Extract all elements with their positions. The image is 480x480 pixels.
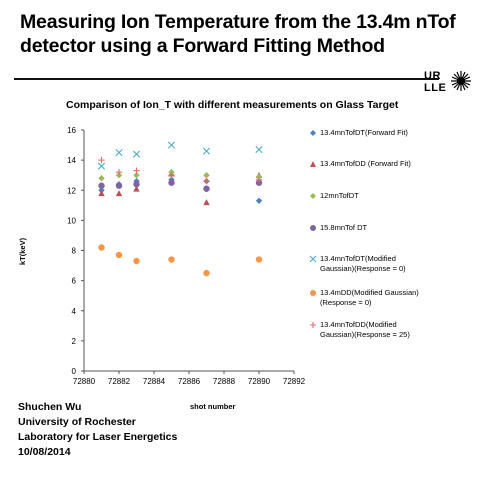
- x-axis-label: shot number: [190, 402, 236, 411]
- presentation-date: 10/08/2014: [18, 446, 71, 458]
- data-point: [98, 244, 105, 251]
- legend-marker: [310, 322, 316, 328]
- x-tick-label: 72882: [108, 377, 131, 386]
- data-point: [98, 175, 105, 182]
- legend-marker: [310, 130, 316, 136]
- chart-title: Comparison of Ion_T with different measu…: [66, 99, 399, 111]
- y-tick-label: 2: [72, 337, 77, 346]
- data-point: [255, 176, 263, 183]
- legend-label: 13.4mnTofDT(Modified Gaussian)(Response …: [320, 254, 406, 273]
- legend-item: 13.4mnTofDD (Forward Fit): [308, 159, 428, 169]
- x-tick-label: 72884: [143, 377, 166, 386]
- legend-item: 15.8mnTof DT: [308, 223, 428, 233]
- legend-label: 13.4mnTofDT(Forward Fit): [320, 128, 408, 137]
- author-block: Shuchen Wu University of Rochester Labor…: [18, 400, 177, 460]
- affiliation-university: University of Rochester: [18, 416, 136, 428]
- y-tick-label: 16: [67, 126, 76, 135]
- data-point: [132, 150, 141, 158]
- data-point: [255, 197, 263, 204]
- x-tick-label: 72886: [178, 377, 201, 386]
- logo-text-top: UR: [424, 70, 441, 82]
- legend-item: 13.4mnTofDT(Modified Gaussian)(Response …: [308, 254, 428, 274]
- data-point: [168, 179, 175, 186]
- slide-title-line2: detector using a Forward Fitting Method: [20, 35, 385, 57]
- legend-item: 13.4mDD(Modified Gaussian)(Response = 0): [308, 288, 428, 308]
- x-tick-label: 72892: [283, 377, 306, 386]
- data-point: [115, 190, 123, 197]
- y-tick-label: 0: [72, 367, 77, 376]
- y-axis-label: kT(keV): [18, 237, 27, 265]
- data-point: [115, 149, 123, 157]
- data-point: [115, 251, 123, 259]
- legend-marker: [309, 255, 317, 263]
- data-point: [133, 185, 140, 192]
- legend-label: 13.4mnTofDD(Modified Gaussian)(Response …: [320, 320, 410, 339]
- data-point: [203, 178, 210, 185]
- legend-marker: [310, 225, 316, 231]
- slide-title-line1: Measuring Ion Temperature from the 13.4m…: [20, 11, 456, 33]
- title-divider: [14, 78, 439, 80]
- data-point: [203, 185, 210, 192]
- data-point: [202, 147, 211, 155]
- logo-text-bottom: LLE: [424, 82, 447, 94]
- data-point: [133, 171, 140, 179]
- y-tick-label: 6: [72, 277, 77, 286]
- slide-title: Measuring Ion Temperature from the 13.4m…: [20, 10, 460, 58]
- data-point: [133, 167, 140, 174]
- legend-label: 13.4mDD(Modified Gaussian)(Response = 0): [320, 288, 419, 307]
- data-point: [168, 171, 175, 179]
- sunburst-icon: [451, 71, 471, 91]
- author-name: Shuchen Wu: [18, 401, 82, 413]
- y-tick-label: 14: [67, 156, 76, 165]
- ur-lle-logo: UR LLE: [424, 68, 474, 104]
- data-point: [168, 256, 175, 263]
- data-point: [98, 190, 105, 197]
- data-point: [98, 156, 105, 164]
- legend-label: 12mnTofDT: [320, 191, 359, 200]
- legend-marker: [310, 290, 316, 296]
- data-point: [115, 168, 123, 176]
- legend-item: 12mnTofDT: [308, 191, 428, 201]
- x-tick-label: 72890: [248, 377, 271, 386]
- data-point: [98, 182, 105, 189]
- data-point: [167, 141, 176, 149]
- data-point: [115, 182, 123, 189]
- y-tick-label: 4: [72, 307, 77, 316]
- data-point: [255, 145, 263, 154]
- legend-marker: [310, 161, 316, 167]
- y-tick-label: 12: [67, 186, 76, 195]
- data-point: [255, 256, 263, 263]
- y-tick-label: 10: [67, 216, 76, 225]
- data-point: [97, 162, 106, 170]
- affiliation-lab: Laboratory for Laser Energetics: [18, 431, 178, 443]
- legend-label: 15.8mnTof DT: [320, 223, 368, 232]
- data-point: [133, 257, 140, 265]
- legend-item: 13.4mnTofDD(Modified Gaussian)(Response …: [308, 320, 428, 340]
- data-point: [203, 199, 210, 206]
- x-tick-label: 72888: [213, 377, 236, 386]
- legend-item: 13.4mnTofDT(Forward Fit): [308, 128, 428, 138]
- data-point: [133, 181, 140, 188]
- legend-marker: [310, 193, 316, 199]
- data-point: [203, 269, 210, 277]
- legend-label: 13.4mnTofDD (Forward Fit): [320, 159, 411, 168]
- data-point: [203, 171, 210, 179]
- y-tick-label: 8: [72, 247, 77, 256]
- x-tick-label: 72880: [73, 377, 96, 386]
